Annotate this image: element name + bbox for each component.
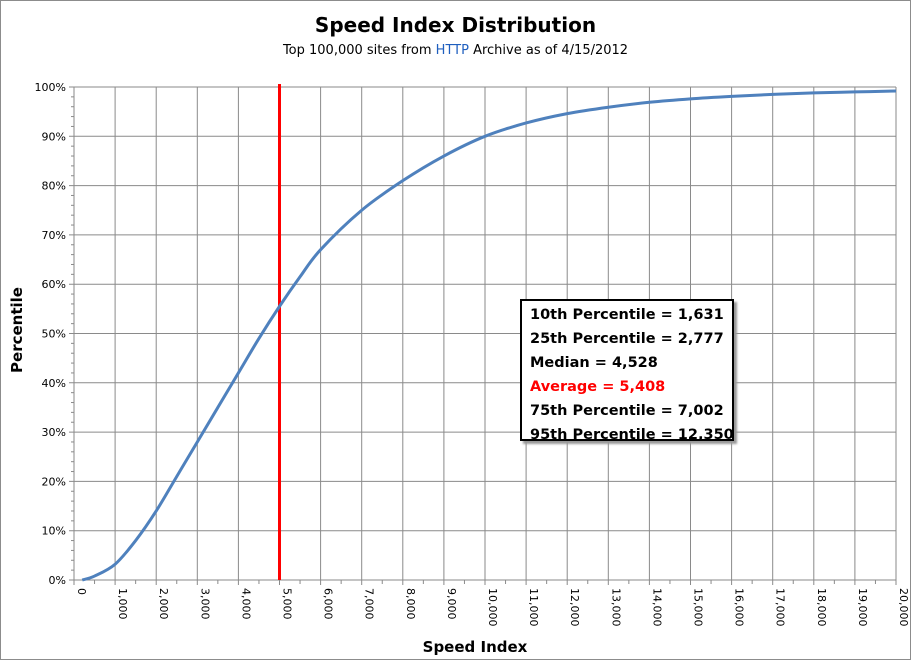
stats-line: 75th Percentile = 7,002	[530, 403, 724, 419]
stats-line: Median = 4,528	[530, 355, 658, 371]
y-tick-label: 10%	[42, 525, 66, 538]
chart-title: Speed Index Distribution	[314, 13, 597, 37]
x-tick-label: 13,000	[609, 588, 622, 627]
x-tick-label: 11,000	[527, 588, 540, 627]
cdf-series-line	[81, 89, 897, 582]
stats-line: 10th Percentile = 1,631	[530, 307, 724, 323]
y-axis-label: Percentile	[8, 287, 26, 373]
x-tick-label: 12,000	[568, 588, 581, 627]
x-tick-label: 5,000	[281, 588, 294, 620]
x-tick-label: 16,000	[733, 588, 746, 627]
x-tick-label: 7,000	[363, 588, 376, 620]
stats-line: Average = 5,408	[530, 379, 666, 395]
stats-box: 10th Percentile = 1,631 25th Percentile =…	[520, 299, 734, 443]
x-tick-label: 8,000	[404, 588, 417, 620]
x-tick-label: 14,000	[650, 588, 663, 627]
y-tick-label: 60%	[42, 278, 66, 291]
stats-line: 95th Percentile = 12,350	[530, 427, 734, 443]
x-tick-label: 17,000	[774, 588, 787, 627]
x-tick-label: 4,000	[239, 588, 252, 620]
x-tick-label: 2,000	[157, 588, 170, 620]
y-tick-label: 20%	[42, 475, 66, 488]
x-tick-label: 18,000	[815, 588, 828, 627]
x-tick-label: 6,000	[322, 588, 335, 620]
stats-line: 25th Percentile = 2,777	[530, 331, 724, 347]
http-archive-link: HTTP	[435, 43, 469, 58]
x-tick-label: 1,000	[116, 588, 129, 620]
y-tick-label: 40%	[42, 377, 66, 390]
x-axis-label: Speed Index	[422, 638, 528, 656]
y-tick-label: 0%	[49, 574, 66, 587]
y-tick-label: 100%	[35, 81, 66, 94]
chart-subtitle: Top 100,000 sites from HTTP Archive as o…	[1, 43, 910, 58]
x-tick-label: 15,000	[692, 588, 705, 627]
y-tick-label: 80%	[42, 180, 66, 193]
x-tick-label: 9,000	[445, 588, 458, 620]
subtitle-text-end: Archive as of 4/15/2012	[468, 43, 629, 58]
y-tick-label: 70%	[42, 229, 66, 242]
x-tick-label: 19,000	[856, 588, 869, 627]
x-tick-label: 10,000	[486, 588, 499, 627]
y-tick-label: 30%	[42, 426, 66, 439]
y-tick-label: 90%	[42, 130, 66, 143]
x-tick-label: 0	[75, 588, 88, 595]
x-tick-label: 20,000	[897, 588, 910, 627]
y-tick-label: 50%	[42, 328, 66, 341]
x-tick-label: 3,000	[198, 588, 211, 620]
subtitle-text: Top 100,000 sites from	[282, 43, 436, 58]
